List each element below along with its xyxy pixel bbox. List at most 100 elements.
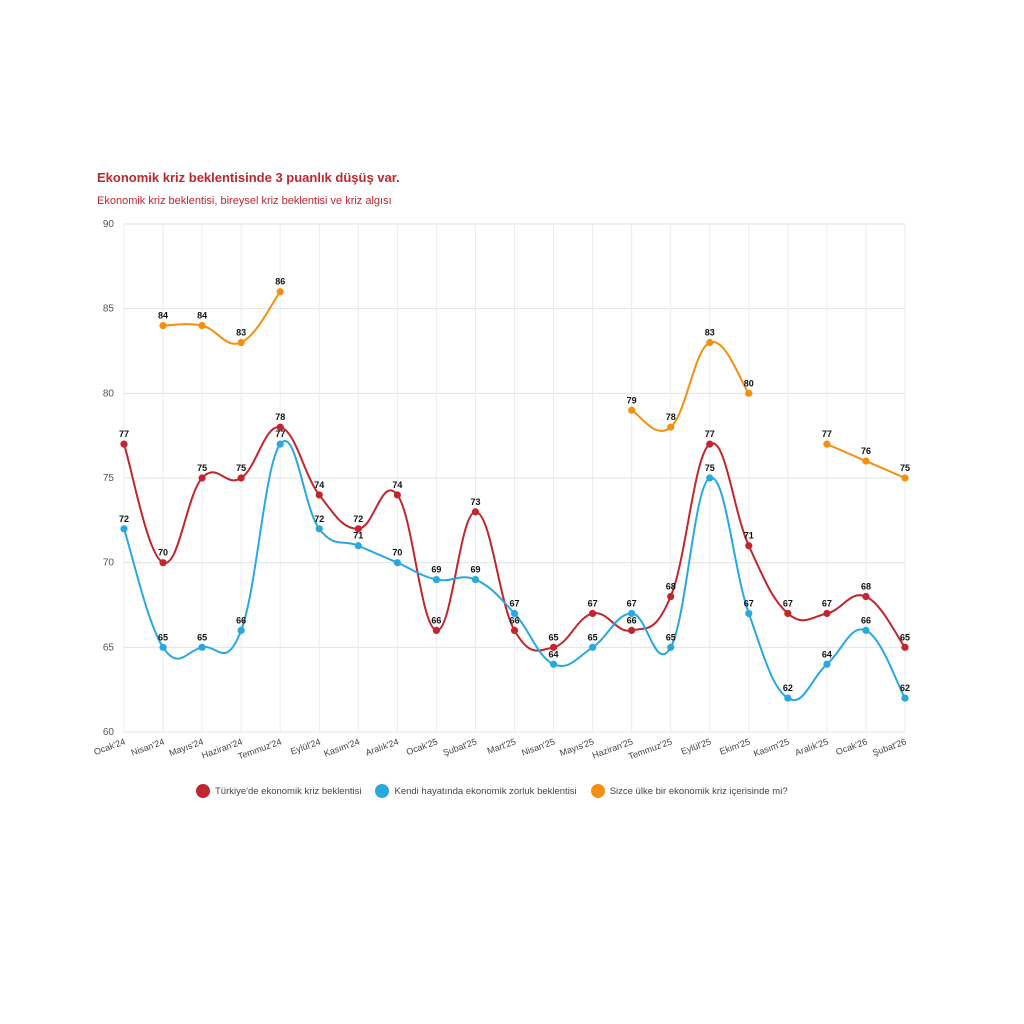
data-label: 75: [236, 463, 246, 473]
data-label: 66: [509, 615, 519, 625]
legend-item[interactable]: Sizce ülke bir ekonomik kriz içerisinde …: [590, 784, 788, 798]
data-point: [354, 525, 362, 533]
legend-label: Türkiye'de ekonomik kriz beklentisi: [215, 785, 362, 797]
data-point: [393, 491, 401, 499]
data-label: 64: [822, 649, 832, 659]
y-axis: 60 65 70 75 80 85 90: [103, 219, 115, 738]
data-label: 75: [197, 463, 207, 473]
data-point: [432, 576, 440, 584]
data-label: 67: [822, 598, 832, 608]
data-point: [354, 542, 362, 550]
data-label: 75: [900, 463, 910, 473]
data-point: [706, 338, 714, 347]
data-label: 67: [744, 598, 754, 608]
data-label: 73: [470, 497, 480, 507]
data-label: 77: [275, 429, 285, 439]
data-label: 77: [705, 429, 715, 439]
series-line-1: [123, 426, 906, 652]
chart-title: Ekonomik kriz beklentisinde 3 puanlık dü…: [97, 170, 400, 185]
data-label: 78: [275, 412, 285, 422]
y-tick-label: 85: [103, 304, 115, 315]
x-tick-label: Mayıs'25: [558, 736, 595, 758]
data-point: [862, 592, 870, 601]
data-label: 65: [900, 632, 910, 642]
x-tick-label: Şubat'26: [871, 736, 908, 757]
x-tick-label: Aralık'24: [364, 736, 400, 757]
data-point: [198, 474, 206, 482]
data-label: 71: [744, 531, 754, 541]
series-line-2: [123, 440, 906, 702]
data-point: [784, 609, 792, 618]
series-lines: [123, 291, 906, 702]
data-point: [823, 660, 831, 668]
y-tick-label: 90: [103, 219, 115, 230]
data-point: [745, 609, 753, 618]
data-point: [628, 626, 636, 635]
x-tick-label: Temmuz'24: [236, 736, 282, 761]
data-point: [120, 440, 128, 448]
legend-label: Kendi hayatında ekonomik zorluk beklenti…: [394, 785, 577, 797]
chart-subtitle: Ekonomik kriz beklentisi, bireysel kriz …: [97, 195, 392, 207]
data-label: 66: [627, 615, 637, 625]
data-label: 62: [900, 683, 910, 693]
series-line-3: [163, 291, 282, 345]
data-point: [628, 609, 636, 618]
data-label: 65: [158, 632, 168, 642]
x-tick-label: Ocak'24: [92, 736, 126, 757]
data-label: 68: [861, 582, 871, 592]
data-point: [628, 406, 636, 414]
data-label: 70: [392, 548, 402, 558]
data-point: [120, 525, 128, 533]
data-label: 69: [431, 565, 441, 575]
data-point: [589, 643, 597, 651]
data-label: 80: [744, 378, 754, 388]
data-point: [862, 626, 870, 635]
x-tick-label: Kasım'25: [752, 736, 790, 758]
data-label: 84: [197, 311, 207, 321]
x-tick-label: Nisan'24: [130, 736, 166, 757]
data-label: 77: [119, 429, 129, 439]
legend-item[interactable]: Kendi hayatında ekonomik zorluk beklenti…: [375, 784, 577, 798]
data-point: [667, 592, 675, 601]
data-point: [276, 440, 284, 448]
data-label: 65: [666, 632, 676, 642]
data-label: 72: [314, 514, 324, 524]
data-point: [745, 389, 753, 397]
legend: Türkiye'de ekonomik kriz beklentisi Kendi…: [196, 784, 788, 798]
data-label: 67: [627, 598, 637, 608]
data-point: [862, 457, 870, 465]
data-label: 65: [588, 632, 598, 642]
data-point: [706, 474, 714, 482]
data-point: [901, 474, 909, 482]
data-label: 64: [549, 649, 559, 659]
data-label: 84: [158, 311, 168, 321]
data-point: [589, 609, 597, 618]
data-label: 72: [353, 514, 363, 524]
y-tick-label: 65: [103, 642, 115, 653]
data-point: [198, 322, 206, 330]
legend-label: Sizce ülke bir ekonomik kriz içerisinde …: [609, 785, 788, 797]
y-tick-label: 60: [103, 727, 115, 738]
data-point: [706, 440, 714, 448]
data-point: [237, 338, 245, 347]
data-point: [823, 440, 831, 448]
data-point: [159, 322, 167, 330]
data-point: [276, 288, 284, 296]
legend-swatch: [196, 784, 210, 798]
data-label: 70: [158, 548, 168, 558]
x-tick-label: Mayıs'24: [168, 736, 205, 758]
x-tick-label: Şubat'25: [442, 736, 479, 757]
x-tick-label: Kasım'24: [323, 736, 361, 758]
data-point: [510, 609, 519, 618]
x-tick-label: Ekim'25: [718, 736, 751, 756]
legend-item[interactable]: Türkiye'de ekonomik kriz beklentisi: [196, 784, 361, 798]
data-label: 74: [392, 480, 402, 490]
data-point: [901, 694, 909, 702]
data-label: 76: [861, 446, 871, 456]
data-label: 67: [783, 598, 793, 608]
data-point: [784, 694, 792, 702]
data-label: 79: [627, 395, 637, 405]
data-label: 71: [353, 531, 363, 541]
data-point: [432, 626, 440, 635]
data-label: 69: [470, 565, 480, 575]
